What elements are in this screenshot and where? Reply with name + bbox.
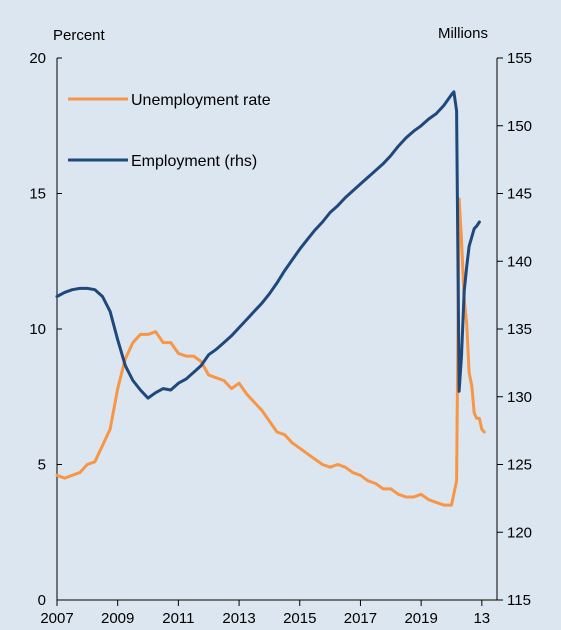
right-tick-label: 150 xyxy=(507,118,532,135)
right-tick-label: 125 xyxy=(507,457,532,474)
right-tick-label: 135 xyxy=(507,321,532,338)
right-tick-label: 130 xyxy=(507,389,532,406)
x-tick-label: 2015 xyxy=(283,610,316,627)
right-tick-label: 145 xyxy=(507,186,532,203)
x-tick-label: 2017 xyxy=(344,610,377,627)
left-axis-title: Percent xyxy=(53,27,106,44)
x-tick-label: 2019 xyxy=(404,610,437,627)
left-tick-label: 15 xyxy=(29,186,46,203)
legend: Unemployment rate Employment (rhs) xyxy=(68,92,271,170)
right-tick-label: 115 xyxy=(507,592,531,609)
left-tick-label: 10 xyxy=(29,321,46,338)
x-tick-label: 13 xyxy=(473,610,490,627)
right-tick-label: 155 xyxy=(507,50,532,67)
x-tick-label: 2009 xyxy=(101,610,134,627)
left-tick-label: 20 xyxy=(29,50,46,67)
axes: 0 5 10 15 20 115 120 125 130 135 140 145 150 155 2007 2… xyxy=(29,50,532,627)
right-tick-label: 120 xyxy=(507,524,532,541)
x-tick-label: 2011 xyxy=(162,610,194,627)
x-tick-label: 2013 xyxy=(222,610,255,627)
legend-employment-label: Employment (rhs) xyxy=(131,153,257,170)
legend-unemployment-label: Unemployment rate xyxy=(131,92,271,109)
x-tick-label: 2007 xyxy=(40,610,73,627)
left-tick-label: 5 xyxy=(38,457,46,474)
right-tick-label: 140 xyxy=(507,253,532,270)
right-axis-title: Millions xyxy=(438,25,488,42)
series-layer xyxy=(55,90,486,507)
left-tick-label: 0 xyxy=(38,592,46,609)
employment-line xyxy=(55,90,481,400)
unemployment-rate-line xyxy=(55,197,486,507)
